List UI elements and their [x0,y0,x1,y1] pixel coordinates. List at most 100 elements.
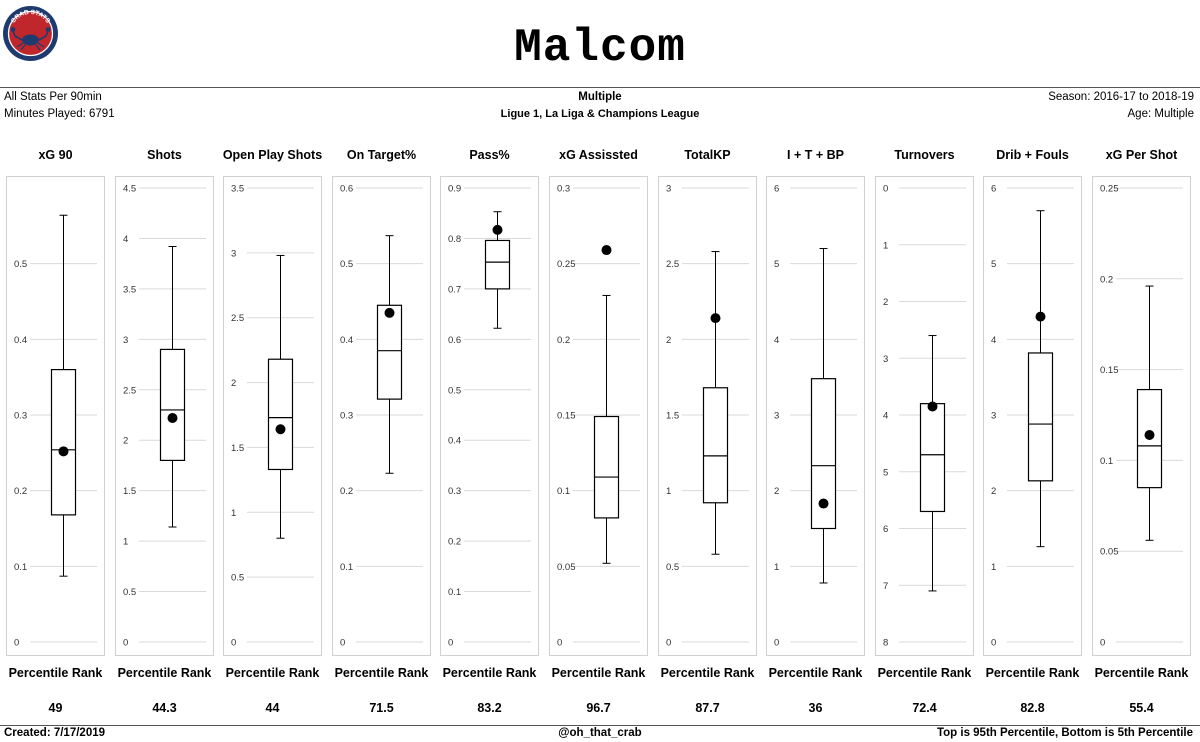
chart-9-tick-label: 7 [883,581,888,592]
created-date: Created: 7/17/2019 [4,727,106,739]
chart-11-title: xG Per Shot [1105,148,1178,162]
chart-2-tick-label: 3.5 [123,284,136,295]
chart-5-tick-label: 0.5 [448,385,461,396]
chart-7-tick-label: 0 [666,638,671,649]
chart-10-tick-label: 0 [991,638,996,649]
chart-2-title: Shots [147,148,182,162]
chart-5-tick-label: 0.3 [448,486,461,497]
chart-5-tick-label: 0.4 [448,436,461,447]
chart-3-box [267,358,294,471]
chart-3-player-dot [275,424,286,435]
chart-7-percentile-label: Percentile Rank [660,666,755,680]
chart-1-frame [6,176,105,656]
chart-8-player-dot [818,498,829,509]
chart-8-tick-label: 3 [774,411,779,422]
chart-4-tick-label: 0 [340,638,345,649]
chart-1-tick-label: 0.1 [14,562,27,573]
chart-3-tick-label: 1 [231,508,236,519]
chart-9-tick-label: 3 [883,354,888,365]
chart-9-percentile-label: Percentile Rank [877,666,972,680]
chart-7-tick-label: 2 [666,335,671,346]
chart-4-tick-label: 0.5 [340,259,353,270]
chart-9-boxplot: 0 1 2 3 4 5 6 7 8 [875,176,974,656]
chart-2-tick-label: 4.5 [123,184,136,195]
chart-11-percentile-label: Percentile Rank [1094,666,1189,680]
chart-7-tick-label: 1 [666,486,671,497]
chart-10-box [1027,352,1054,482]
chart-9-tick-label: 2 [883,297,888,308]
chart-2-boxplot: 0 0.5 1 1.5 2 2.5 3 3.5 4 4.5 [115,176,214,656]
chart-6-frame [549,176,648,656]
chart-6-tick-label: 0.15 [557,411,576,422]
chart-5-tick-label: 0.2 [448,537,461,548]
chart-6-tick-label: 0.25 [557,259,576,270]
player-name-title: Malcom [514,22,686,74]
chart-5-tick-label: 0.9 [448,184,461,195]
chart-4-tick-label: 0.6 [340,184,353,195]
chart-5-tick-label: 0.8 [448,234,461,245]
chart-7-tick-label: 0.5 [666,562,679,573]
chart-11-boxplot: 0 0.05 0.1 0.15 0.2 0.25 [1092,176,1191,656]
chart-7-frame [658,176,757,656]
chart-7-tick-label: 2.5 [666,259,679,270]
chart-8-percentile-label: Percentile Rank [768,666,863,680]
chart-10-tick-label: 1 [991,562,996,573]
chart-11-player-dot [1144,429,1155,440]
chart-8-frame [766,176,865,656]
chart-5-percentile-value: 83.2 [477,701,502,715]
chart-11-tick-label: 0.1 [1100,456,1113,467]
stats-basis-text: All Stats Per 90min [4,91,102,103]
chart-1-tick-label: 0.3 [14,411,27,422]
chart-5-percentile-label: Percentile Rank [442,666,537,680]
chart-4-boxplot: 0 0.1 0.2 0.3 0.4 0.5 0.6 [332,176,431,656]
chart-6-percentile-value: 96.7 [586,701,611,715]
chart-11-tick-label: 0.15 [1100,365,1119,376]
chart-2-tick-label: 0 [123,638,128,649]
chart-2-tick-label: 2.5 [123,385,136,396]
chart-4-percentile-label: Percentile Rank [334,666,429,680]
chart-3-percentile-value: 44 [265,701,280,715]
chart-8-tick-label: 2 [774,486,779,497]
chart-9-tick-label: 4 [883,411,888,422]
chart-10-tick-label: 6 [991,184,996,195]
chart-11-tick-label: 0.25 [1100,184,1119,195]
chart-3-boxplot: 0 0.5 1 1.5 2 2.5 3 3.5 [223,176,322,656]
competitions-text: Ligue 1, La Liga & Champions League [500,108,700,120]
chart-3-tick-label: 2.5 [231,313,244,324]
chart-7-box [702,387,729,504]
chart-7-title: TotalKP [684,148,731,162]
chart-4-title: On Target% [346,148,417,162]
percentile-note: Top is 95th Percentile, Bottom is 5th Pe… [936,727,1193,739]
chart-3-tick-label: 0.5 [231,573,244,584]
chart-10-percentile-label: Percentile Rank [985,666,1080,680]
chart-2-player-dot [167,413,178,424]
chart-8-tick-label: 0 [774,638,779,649]
chart-1-percentile-label: Percentile Rank [8,666,103,680]
chart-4-tick-label: 0.3 [340,411,353,422]
chart-9-box [919,403,946,513]
chart-1-tick-label: 0 [14,638,19,649]
chart-1-percentile-value: 49 [48,701,63,715]
footer-divider [0,725,1200,726]
chart-6-boxplot: 0 0.05 0.1 0.15 0.2 0.25 0.3 [549,176,648,656]
chart-7-percentile-value: 87.7 [695,701,720,715]
chart-10-title: Drib + Fouls [996,148,1069,162]
chart-6-percentile-label: Percentile Rank [551,666,646,680]
chart-1-box [50,369,77,516]
chart-3-tick-label: 2 [231,378,236,389]
chart-5-tick-label: 0.7 [448,284,461,295]
chart-5-frame [440,176,539,656]
chart-2-tick-label: 2 [123,436,128,447]
chart-4-tick-label: 0.2 [340,486,353,497]
chart-7-tick-label: 1.5 [666,411,679,422]
chart-11-percentile-value: 55.4 [1129,701,1154,715]
chart-1-tick-label: 0.2 [14,486,27,497]
chart-4-tick-label: 0.4 [340,335,353,346]
chart-9-tick-label: 0 [883,184,888,195]
chart-6-tick-label: 0.05 [557,562,576,573]
chart-10-tick-label: 3 [991,411,996,422]
chart-7-player-dot [710,313,721,324]
chart-6-box [593,415,620,519]
chart-6-tick-label: 0 [557,638,562,649]
chart-11-tick-label: 0.2 [1100,274,1113,285]
